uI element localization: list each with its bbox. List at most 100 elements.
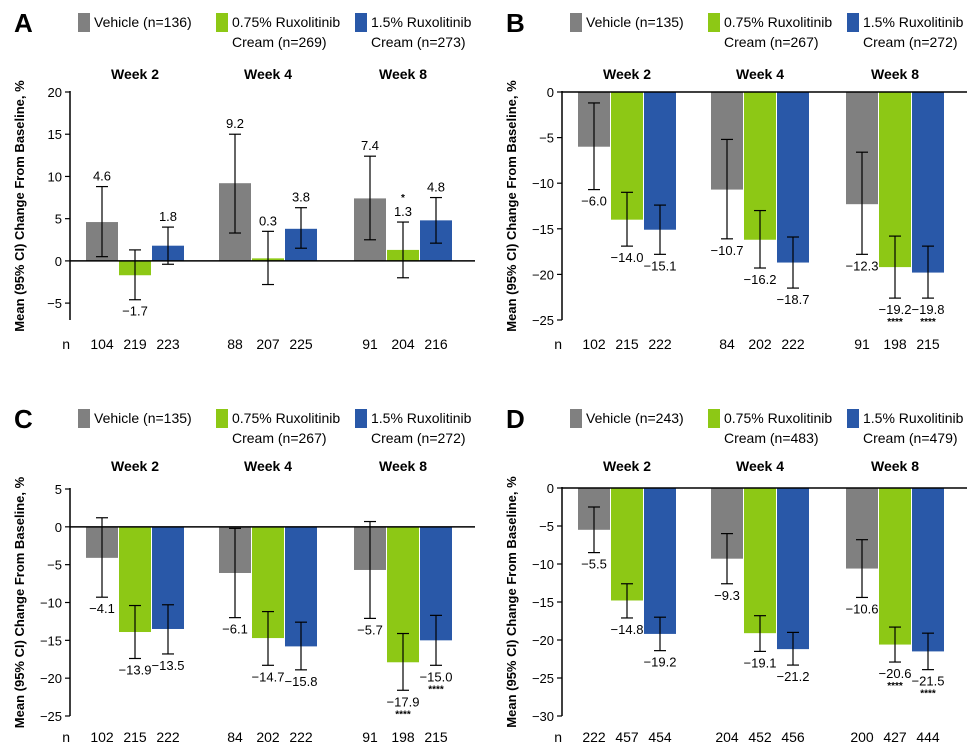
y-tick-label: −20: [40, 671, 62, 686]
n-value: 223: [156, 336, 180, 352]
significance-marker: ****: [920, 689, 936, 700]
significance-marker: ****: [887, 681, 903, 692]
n-value: 222: [648, 336, 672, 352]
bar: [611, 488, 643, 601]
data-label: −14.8: [611, 622, 644, 637]
bar: [912, 488, 944, 652]
y-tick-label: 0: [55, 254, 62, 269]
data-label: 9.2: [226, 116, 244, 131]
y-tick-label: 20: [48, 85, 62, 100]
n-value: 225: [289, 336, 313, 352]
legend-label: Cream (n=267): [724, 34, 819, 50]
panel-letter: A: [14, 8, 33, 38]
n-value: 427: [883, 729, 907, 745]
y-tick-label: 0: [55, 520, 62, 535]
legend-label: 0.75% Ruxolitinib: [232, 14, 340, 30]
n-value: 91: [362, 729, 378, 745]
bar: [744, 488, 776, 634]
significance-marker: ****: [428, 684, 444, 695]
n-value: 198: [883, 336, 907, 352]
y-tick-label: −20: [532, 633, 554, 648]
legend-label: 1.5% Ruxolitinib: [371, 14, 472, 30]
legend-swatch: [570, 409, 582, 428]
y-tick-label: 5: [55, 482, 62, 497]
data-label: −19.8: [912, 302, 945, 317]
bar: [644, 488, 676, 634]
week-label: Week 2: [111, 458, 159, 474]
data-label: −14.7: [252, 669, 285, 684]
legend-swatch: [78, 409, 90, 428]
n-row-label: n: [554, 336, 562, 352]
legend-swatch: [708, 409, 720, 428]
bar: [777, 488, 809, 650]
week-label: Week 4: [244, 66, 292, 82]
week-label: Week 8: [379, 458, 427, 474]
data-label: −6.1: [222, 622, 248, 637]
week-label: Week 2: [111, 66, 159, 82]
y-tick-label: −15: [532, 595, 554, 610]
y-axis-label: Mean (95% CI) Change From Baseline, %: [504, 476, 519, 728]
legend-label: Vehicle (n=135): [94, 410, 192, 426]
legend-label: Cream (n=272): [371, 430, 466, 446]
legend-swatch: [355, 409, 367, 428]
data-label: −17.9: [387, 694, 420, 709]
data-label: 1.8: [159, 209, 177, 224]
panel-c: C Vehicle (n=135) 0.75% Ruxolitinib Cream (…: [12, 404, 475, 745]
data-label: −19.2: [644, 655, 677, 670]
y-axis-label: Mean (95% CI) Change From Baseline, %: [12, 476, 27, 728]
n-value: 456: [781, 729, 805, 745]
y-tick-label: −25: [532, 671, 554, 686]
data-label: −19.2: [879, 302, 912, 317]
data-label: −15.0: [420, 669, 453, 684]
panel-a: A Vehicle (n=136) 0.75% Ruxolitinib Cream (…: [12, 8, 475, 352]
n-value: 204: [391, 336, 415, 352]
y-tick-label: 0: [547, 85, 554, 100]
data-label: 0.3: [259, 213, 277, 228]
y-axis-label: Mean (95% CI) Change From Baseline, %: [12, 80, 27, 332]
n-value: 216: [424, 336, 448, 352]
data-label: −15.1: [644, 258, 677, 273]
data-label: −20.6: [879, 666, 912, 681]
legend-label: Cream (n=273): [371, 34, 466, 50]
data-label: −10.6: [846, 601, 879, 616]
n-value: 222: [582, 729, 606, 745]
data-label: −12.3: [846, 258, 879, 273]
legend-label: Cream (n=269): [232, 34, 327, 50]
n-value: 222: [781, 336, 805, 352]
data-label: −6.0: [581, 194, 607, 209]
data-label: 3.8: [292, 190, 310, 205]
n-row-label: n: [62, 336, 70, 352]
y-tick-label: 10: [48, 169, 62, 184]
y-tick-label: 0: [547, 481, 554, 496]
y-tick-label: −15: [532, 222, 554, 237]
n-value: 202: [256, 729, 280, 745]
significance-marker: ****: [887, 317, 903, 328]
y-tick-label: −10: [40, 596, 62, 611]
n-row-label: n: [554, 729, 562, 745]
legend-label: 0.75% Ruxolitinib: [724, 410, 832, 426]
legend-label: Vehicle (n=135): [586, 14, 684, 30]
data-label: −5.5: [581, 557, 607, 572]
y-tick-label: −25: [40, 709, 62, 724]
data-label: −15.8: [285, 674, 318, 689]
week-label: Week 8: [871, 458, 919, 474]
y-tick-label: 15: [48, 127, 62, 142]
legend-swatch: [355, 13, 367, 32]
data-label: −21.2: [777, 669, 810, 684]
bar: [912, 92, 944, 273]
n-value: 215: [615, 336, 639, 352]
legend-label: 1.5% Ruxolitinib: [371, 410, 472, 426]
y-tick-label: −15: [40, 633, 62, 648]
n-value: 102: [582, 336, 606, 352]
week-label: Week 2: [603, 66, 651, 82]
y-tick-label: −5: [47, 558, 62, 573]
n-value: 222: [289, 729, 313, 745]
legend-swatch: [847, 409, 859, 428]
data-label: −16.2: [744, 272, 777, 287]
bar: [777, 92, 809, 263]
n-value: 200: [850, 729, 874, 745]
data-label: −1.7: [122, 304, 148, 319]
week-label: Week 2: [603, 458, 651, 474]
legend-label: 1.5% Ruxolitinib: [863, 14, 964, 30]
n-value: 198: [391, 729, 415, 745]
